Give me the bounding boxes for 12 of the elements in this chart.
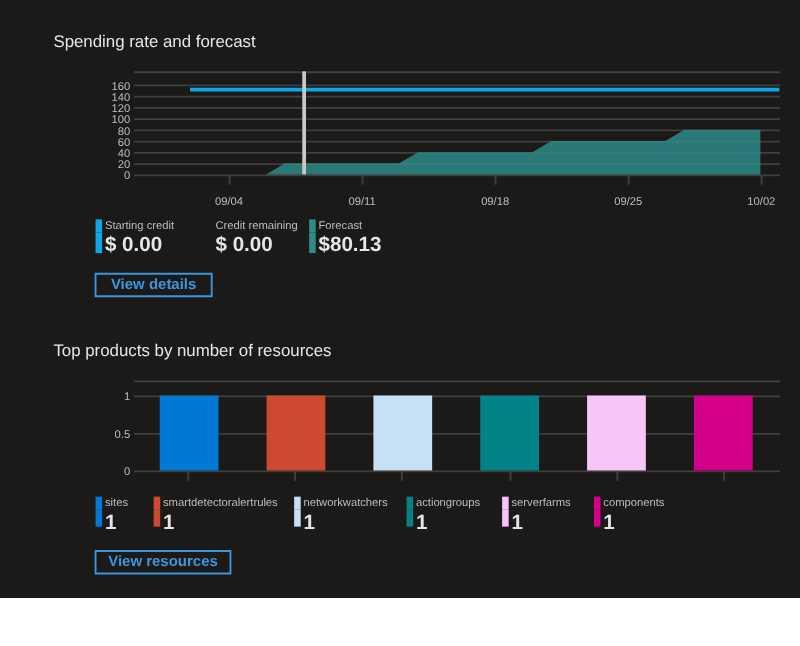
text: 1	[303, 512, 316, 535]
chart-title: Spending rate and forecast	[53, 31, 257, 52]
chart-title: Top products by number of resources	[53, 340, 332, 361]
text: 1	[511, 512, 524, 535]
text: 1	[603, 512, 616, 535]
text: View resources	[108, 551, 218, 570]
text: $ 0.00	[215, 235, 274, 258]
text: $ 0.00	[104, 235, 163, 258]
text: View details	[110, 274, 197, 293]
text: 1	[163, 512, 175, 535]
text: 1	[415, 512, 428, 535]
text: $80.13	[318, 235, 383, 258]
